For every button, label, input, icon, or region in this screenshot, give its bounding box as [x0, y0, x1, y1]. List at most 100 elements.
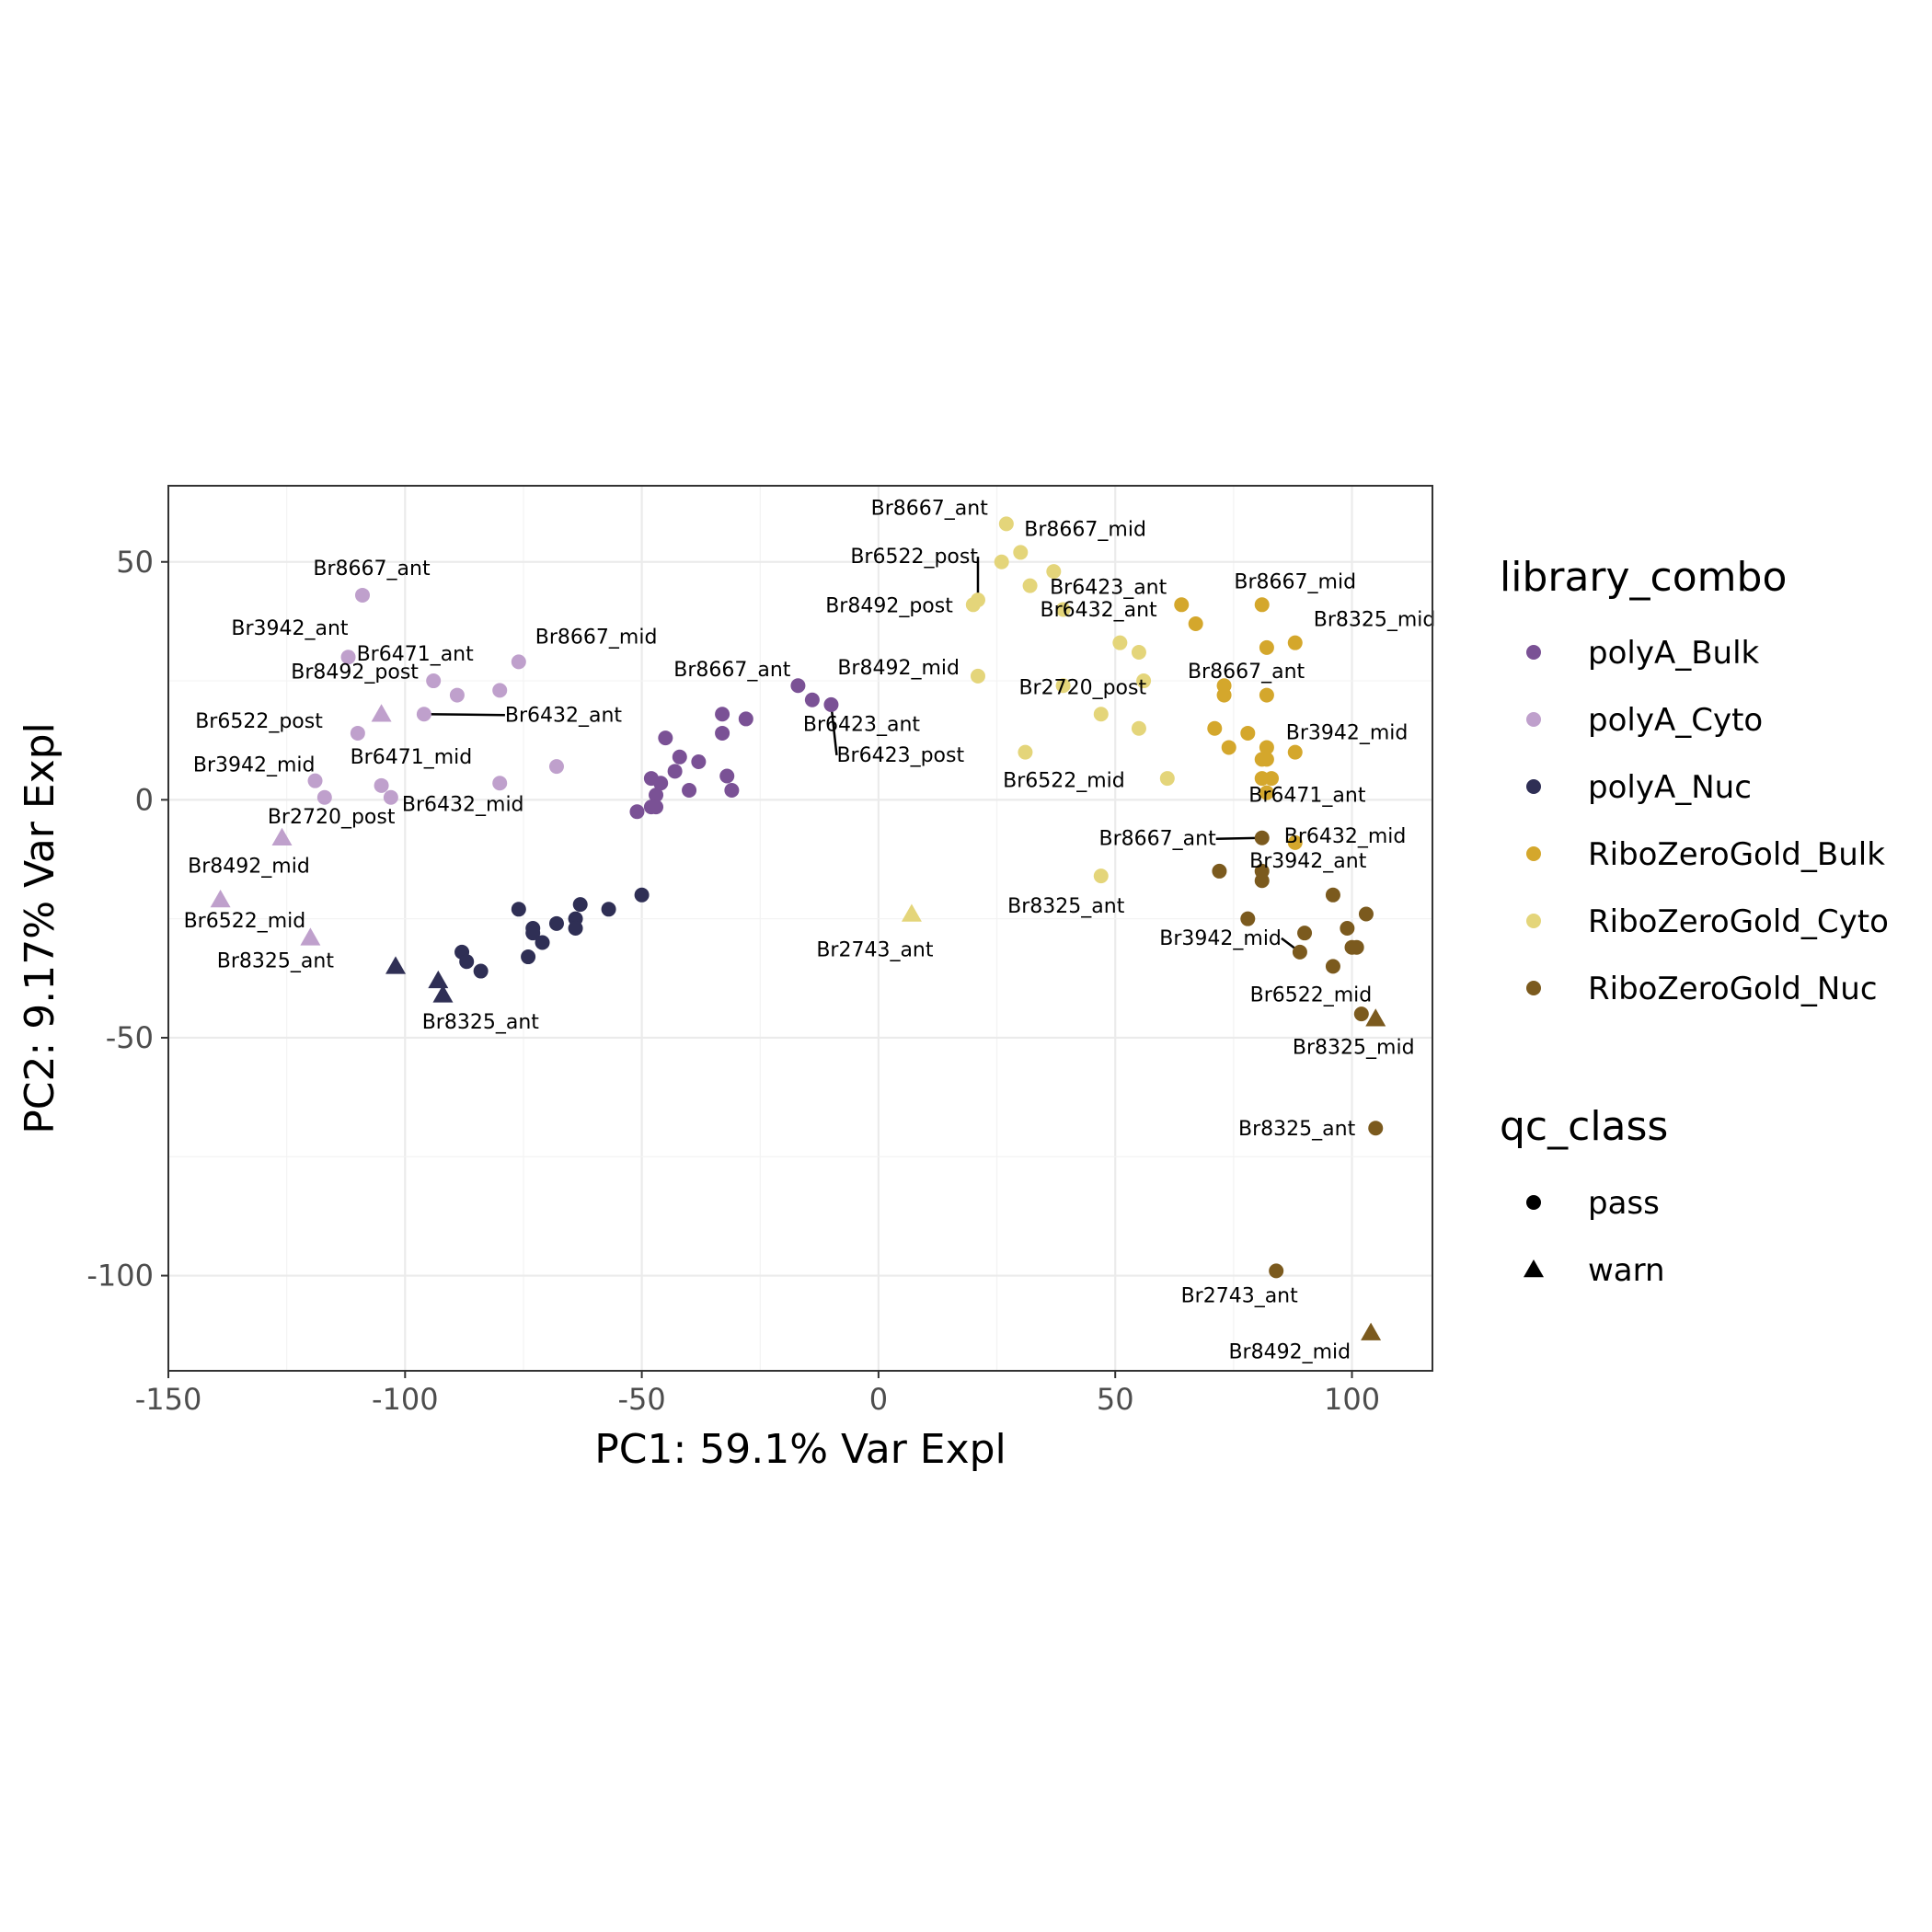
- data-point-pass: [525, 926, 541, 941]
- data-point-pass: [473, 963, 489, 979]
- point-label: Br8667_ant: [673, 659, 791, 682]
- data-point-pass: [307, 773, 323, 788]
- label-leader-line: [423, 713, 505, 717]
- data-point-pass: [965, 597, 981, 613]
- point-label: Br8325_ant: [1238, 1118, 1356, 1141]
- data-point-pass: [1207, 720, 1223, 736]
- x-tick-label: 100: [1324, 1382, 1380, 1417]
- data-point-pass: [1136, 673, 1152, 689]
- data-point-pass: [649, 799, 664, 815]
- data-point-pass: [738, 711, 753, 727]
- x-tick-label: -50: [617, 1382, 665, 1417]
- data-point-pass: [449, 687, 465, 703]
- data-point-pass: [1344, 939, 1360, 955]
- point-label: Br8492_mid: [837, 657, 960, 680]
- y-tick-label: 50: [116, 545, 154, 580]
- data-point-pass: [340, 650, 356, 665]
- legend-key-polyA_Nuc: [1526, 779, 1541, 794]
- legend-key-RiboZeroGold_Cyto: [1526, 914, 1541, 928]
- point-label: Br6423_ant: [1050, 576, 1167, 599]
- data-point-pass: [667, 764, 683, 779]
- data-point-pass: [1046, 564, 1062, 580]
- legend-label-RiboZeroGold_Nuc: RiboZeroGold_Nuc: [1588, 971, 1878, 1007]
- data-point-pass: [634, 887, 650, 903]
- x-tick-label: 0: [869, 1382, 888, 1417]
- data-point-pass: [715, 707, 730, 722]
- point-label: Br8325_ant: [422, 1011, 540, 1034]
- data-point-pass: [354, 587, 370, 603]
- point-labels: Br8667_ant Br6423_ant Br6423_post Br8667_an…: [184, 497, 1436, 1363]
- data-point-pass: [1022, 578, 1038, 593]
- data-point-pass: [374, 777, 389, 793]
- data-point-pass: [715, 725, 730, 741]
- data-point-warn: [271, 827, 293, 845]
- point-label: Br6471_ant: [357, 643, 475, 666]
- point-label: Br6432_mid: [1284, 825, 1407, 848]
- point-label: Br2720_post: [268, 806, 396, 829]
- data-point-pass: [724, 783, 740, 799]
- point-label: Br8492_post: [291, 661, 419, 684]
- data-point-pass: [1254, 873, 1270, 889]
- data-point-pass: [548, 759, 564, 775]
- point-label: Br8667_mid: [1234, 570, 1356, 593]
- data-points: [210, 516, 1386, 1340]
- data-point-pass: [658, 730, 673, 746]
- point-label: Br6423_ant: [803, 714, 921, 737]
- data-point-pass: [1287, 834, 1303, 850]
- data-point-warn: [1365, 1008, 1386, 1027]
- point-label: Br6471_mid: [351, 746, 473, 769]
- data-point-pass: [1287, 635, 1303, 650]
- data-point-pass: [649, 788, 664, 803]
- legend-label-polyA_Cyto: polyA_Cyto: [1588, 702, 1763, 739]
- legend-label-polyA_Bulk: polyA_Bulk: [1588, 635, 1760, 672]
- data-point-pass: [682, 783, 697, 799]
- legend-title-library-combo: library_combo: [1500, 554, 1787, 601]
- data-point-pass: [1254, 830, 1270, 845]
- legend-label-pass: pass: [1588, 1185, 1660, 1222]
- x-tick-label: -100: [372, 1382, 439, 1417]
- data-point-pass: [383, 789, 398, 805]
- legend-key-warn: [1524, 1259, 1544, 1278]
- legend-key-RiboZeroGold_Bulk: [1526, 846, 1541, 861]
- data-point-pass: [691, 753, 707, 769]
- x-tick-label: -150: [135, 1382, 202, 1417]
- point-label: Br8325_mid: [1314, 609, 1436, 632]
- data-point-pass: [1212, 863, 1227, 879]
- point-label: Br2720_post: [1018, 676, 1146, 699]
- data-point-pass: [1055, 678, 1071, 694]
- point-label: Br8492_post: [825, 594, 953, 617]
- data-point-pass: [459, 954, 475, 970]
- data-point-pass: [1259, 740, 1274, 755]
- data-point-pass: [804, 692, 820, 707]
- data-point-pass: [1368, 1121, 1384, 1136]
- legend-title-qc-class: qc_class: [1500, 1103, 1668, 1150]
- data-point-pass: [653, 776, 669, 791]
- data-point-pass: [994, 554, 1009, 569]
- data-point-pass: [1013, 545, 1029, 560]
- data-point-warn: [385, 956, 407, 974]
- point-label: Br3942_ant: [1249, 850, 1367, 873]
- data-point-pass: [1325, 959, 1340, 974]
- point-label: Br8492_mid: [1228, 1341, 1351, 1364]
- data-point-pass: [535, 935, 550, 950]
- data-point-pass: [629, 804, 645, 820]
- data-point-pass: [1055, 602, 1071, 617]
- data-point-pass: [1259, 639, 1274, 655]
- point-label: Br6522_mid: [1003, 770, 1125, 793]
- data-point-pass: [1292, 944, 1307, 960]
- legend-key-pass: [1526, 1195, 1541, 1210]
- data-point-pass: [1240, 725, 1256, 741]
- data-point-pass: [998, 516, 1014, 532]
- data-point-pass: [1259, 785, 1274, 800]
- point-label: Br8667_ant: [313, 558, 431, 581]
- point-label: Br6432_ant: [1041, 599, 1158, 622]
- data-point-pass: [492, 683, 508, 698]
- data-point-warn: [901, 903, 922, 922]
- y-tick-label: 0: [135, 782, 154, 817]
- data-point-pass: [492, 776, 508, 791]
- data-point-pass: [548, 915, 564, 931]
- data-point-pass: [1240, 911, 1256, 926]
- data-point-pass: [1259, 752, 1274, 767]
- point-label: Br6471_ant: [1248, 785, 1366, 808]
- data-point-pass: [1269, 1263, 1284, 1279]
